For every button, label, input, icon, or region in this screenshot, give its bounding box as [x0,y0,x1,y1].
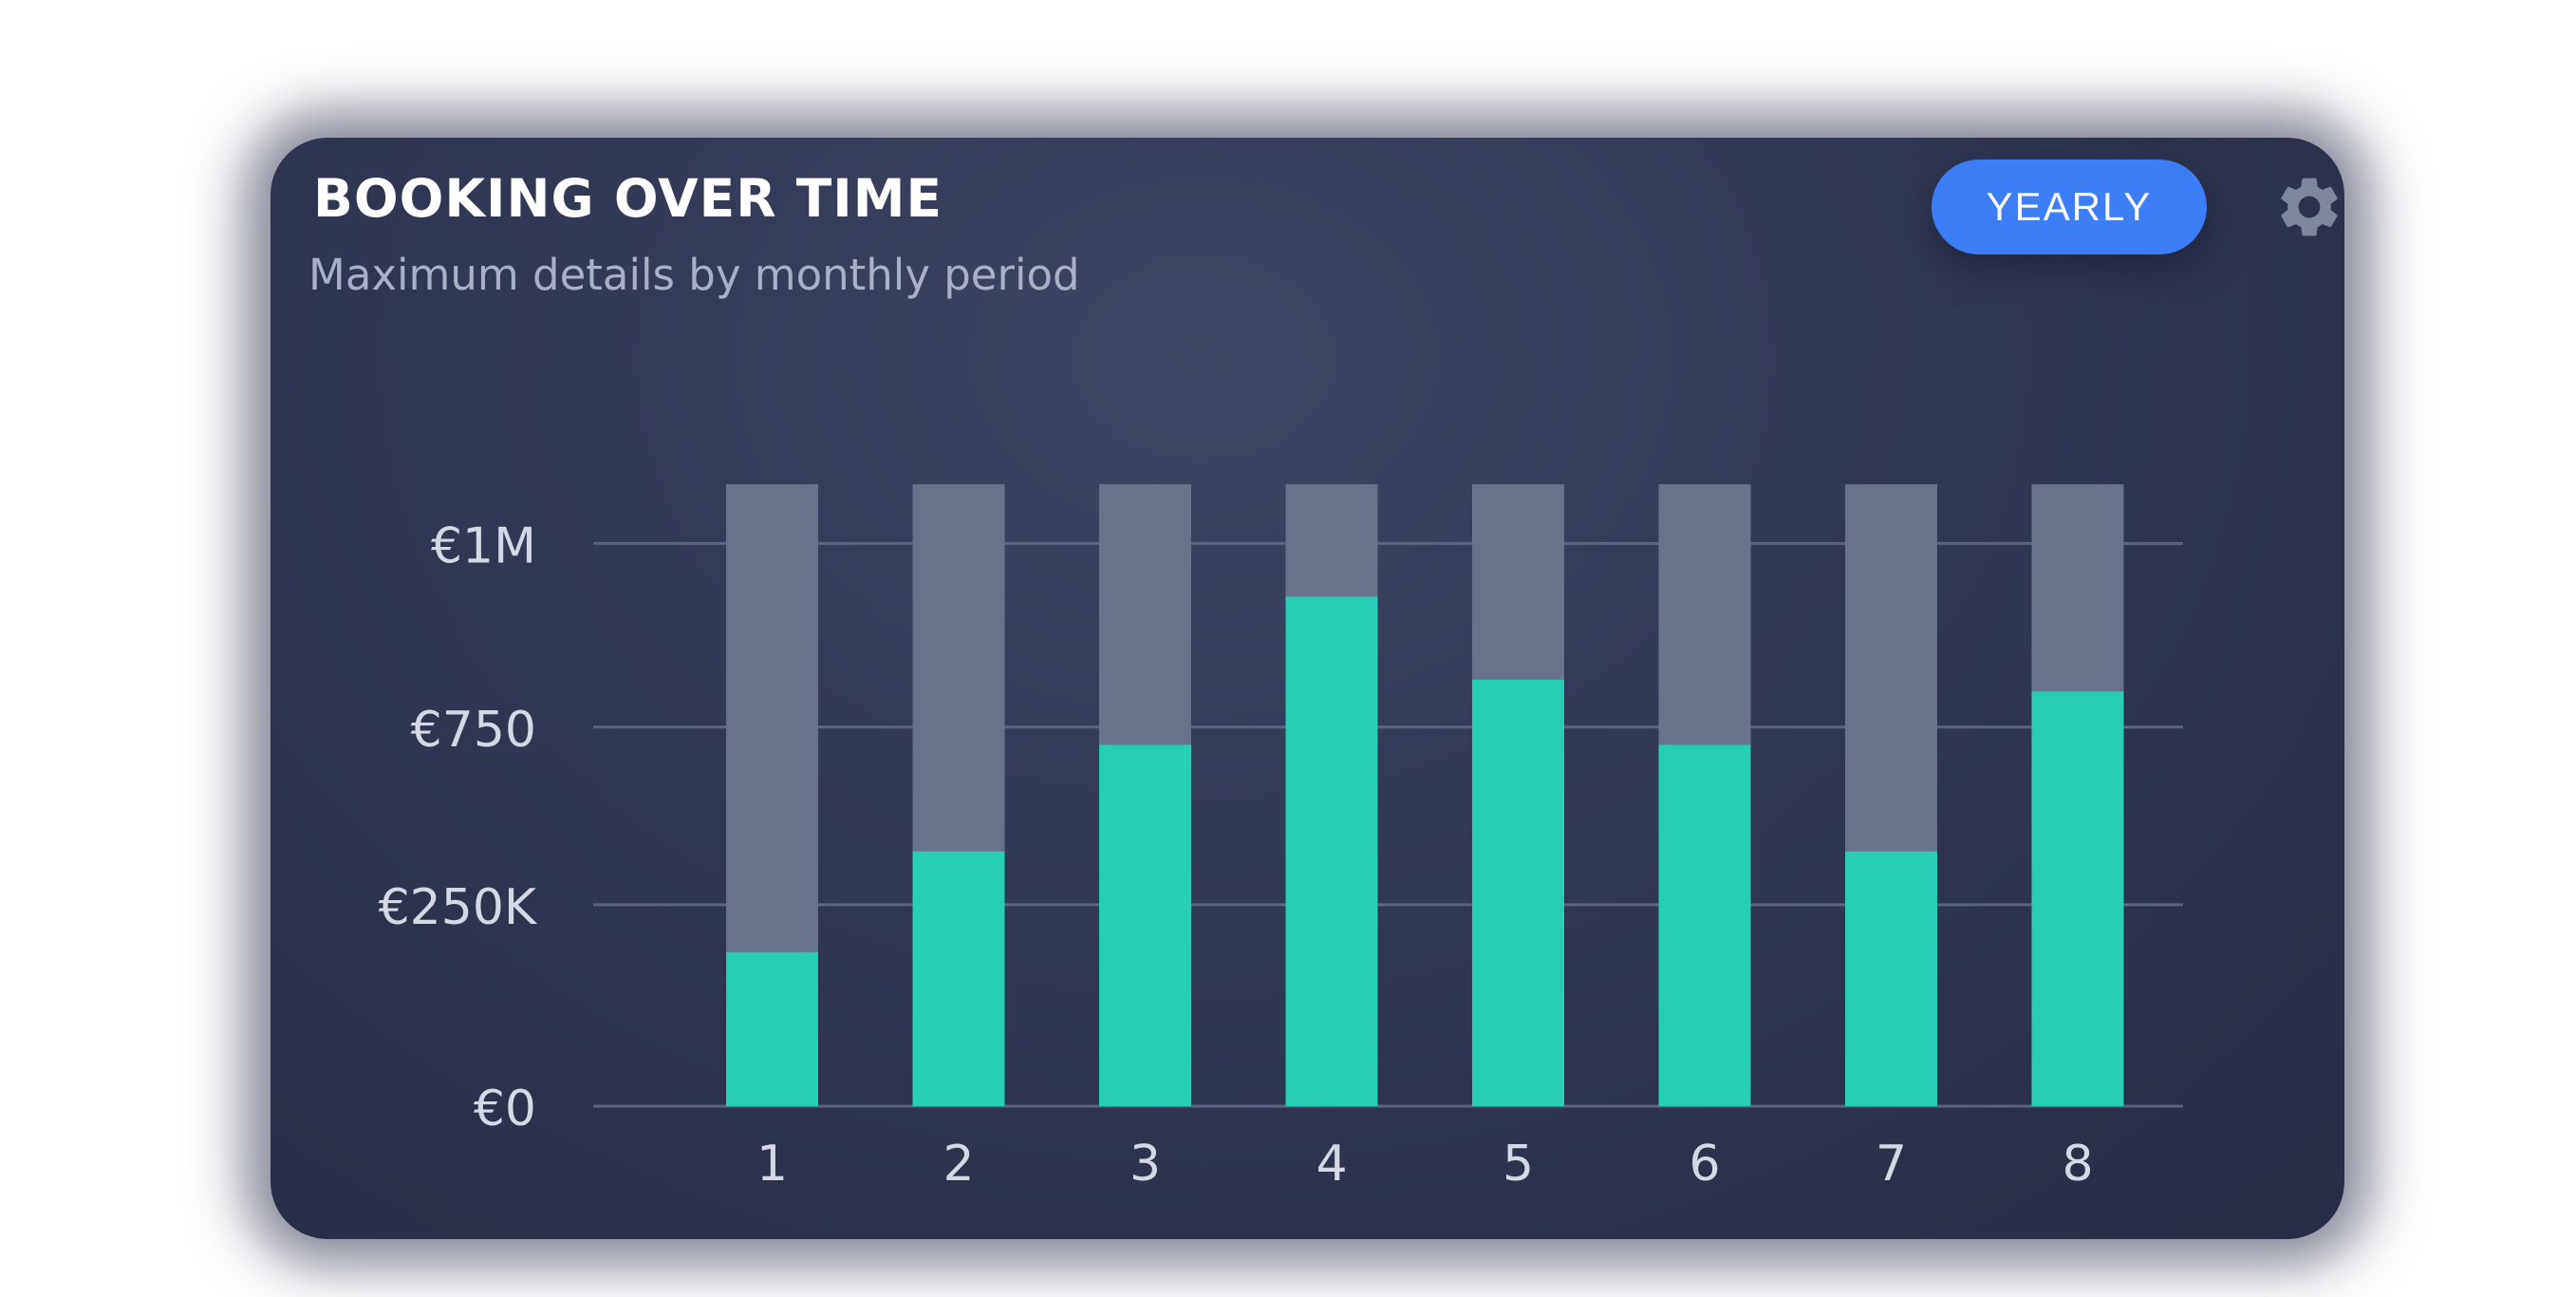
y-tick-label: €250K [379,879,538,936]
bar-7[interactable] [1845,851,1937,1106]
bar-3[interactable] [1099,744,1191,1106]
bar-1[interactable] [726,951,818,1106]
bar-6[interactable] [1658,744,1751,1106]
x-tick-label: 1 [756,1136,788,1193]
x-tick-label: 3 [1129,1136,1161,1193]
bar-5[interactable] [1472,679,1564,1106]
card-subtitle: Maximum details by monthly period [308,250,1080,300]
y-tick-label: €1M [431,517,536,574]
bar-8[interactable] [2031,691,2124,1106]
x-tick-label: 6 [1689,1136,1720,1193]
y-tick-label: €750 [411,702,536,759]
x-tick-label: 4 [1316,1136,1347,1193]
card-title: BOOKING OVER TIME [313,168,943,229]
y-tick-label: €0 [474,1081,536,1137]
bar-2[interactable] [912,851,1005,1106]
x-tick-label: 7 [1876,1136,1907,1193]
x-tick-label: 8 [2062,1136,2093,1193]
x-tick-label: 5 [1503,1136,1534,1193]
gear-icon[interactable] [2273,171,2345,243]
bar-4[interactable] [1285,596,1378,1106]
bar-chart: €0 €250K €750 €1M 1 2 3 4 5 6 7 8 [379,484,2183,1193]
x-tick-label: 2 [943,1136,974,1193]
yearly-button[interactable]: YEARLY [1932,160,2207,254]
booking-card: BOOKING OVER TIME Maximum details by mon… [271,138,2344,1239]
